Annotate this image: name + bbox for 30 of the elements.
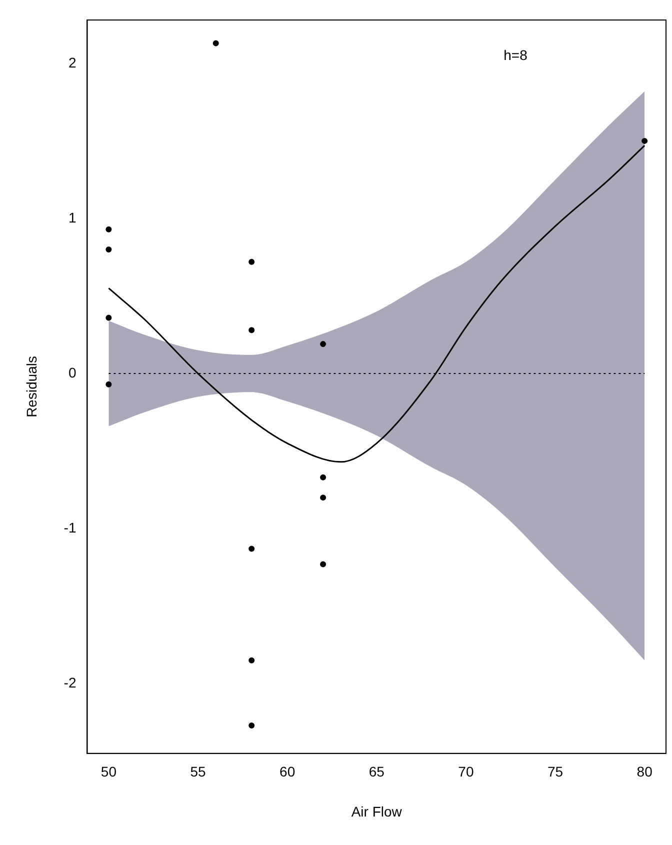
- point: [320, 494, 326, 501]
- y-tick-label: 2: [68, 54, 76, 70]
- x-tick-label: 80: [636, 764, 653, 780]
- x-tick-label: 70: [458, 764, 474, 780]
- point: [212, 40, 219, 46]
- annotation: h=8: [504, 47, 528, 63]
- x-tick-label: 60: [280, 764, 296, 780]
- point: [320, 341, 326, 348]
- y-axis-title: Residuals: [23, 356, 40, 418]
- y-tick-label: 1: [68, 209, 76, 226]
- x-tick-label: 50: [100, 764, 117, 780]
- x-axis-title: Air Flow: [351, 803, 403, 820]
- point: [248, 657, 255, 664]
- y-tick-label: -2: [64, 674, 76, 690]
- y-tick-label: -1: [64, 519, 76, 536]
- point: [320, 474, 326, 480]
- point: [248, 258, 255, 265]
- y-tick-label: 0: [68, 364, 76, 380]
- point: [248, 546, 255, 552]
- point: [106, 381, 112, 388]
- point: [248, 722, 255, 728]
- point: [642, 138, 648, 144]
- point: [320, 561, 326, 568]
- x-tick-label: 75: [547, 764, 564, 780]
- point: [106, 314, 112, 321]
- point: [106, 226, 112, 232]
- x-tick-label: 65: [368, 764, 385, 780]
- point: [106, 246, 112, 252]
- point: [248, 327, 255, 334]
- x-tick-label: 55: [190, 764, 206, 780]
